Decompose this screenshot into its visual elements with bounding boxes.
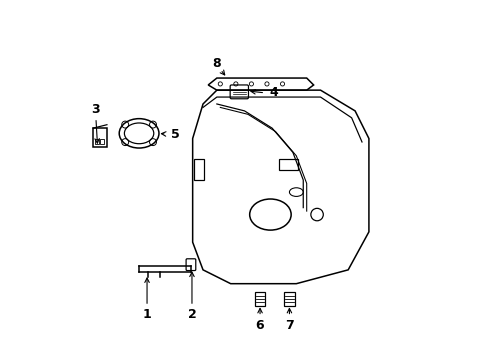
Bar — [95, 139, 99, 144]
Text: 5: 5 — [171, 127, 180, 140]
Bar — [93, 128, 107, 147]
Bar — [254, 292, 264, 306]
Text: 7: 7 — [285, 319, 293, 332]
Text: 6: 6 — [255, 319, 264, 332]
Bar — [284, 292, 294, 306]
Bar — [279, 159, 298, 170]
Text: 2: 2 — [187, 308, 196, 321]
Text: 8: 8 — [212, 57, 221, 70]
Text: 3: 3 — [91, 103, 100, 116]
Bar — [194, 159, 203, 180]
Text: 4: 4 — [269, 86, 278, 99]
Text: 1: 1 — [142, 308, 151, 321]
Bar — [100, 139, 104, 144]
